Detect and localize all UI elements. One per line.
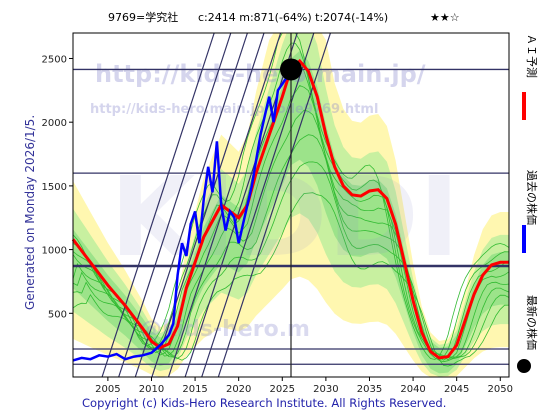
ai-forecast-line — [71, 58, 509, 360]
y-tick-label: 500 — [48, 309, 67, 320]
rating-stars: ★★☆ — [430, 11, 460, 24]
x-tick-label: 2025 — [270, 384, 295, 395]
y-tick-label: 2000 — [42, 118, 67, 129]
legend-ai-label: ＡＩ予測 — [525, 34, 539, 78]
legend-latest-swatch — [517, 359, 531, 373]
x-tick-label: 2050 — [488, 384, 513, 395]
x-tick-label: 2015 — [182, 384, 207, 395]
x-tick-label: 2045 — [444, 384, 469, 395]
y-axis: 500 1000 1500 2000 2500 — [42, 54, 73, 320]
latest-price-dot — [280, 58, 302, 81]
channel-line — [151, 32, 265, 378]
watermark-page: http://kids-hero.main.jp/code9769.html — [90, 102, 378, 117]
copyright: Copyright (c) Kids-Hero Research Institu… — [82, 396, 446, 410]
y-tick-label: 1500 — [42, 182, 67, 193]
watermark-url: http://kids-hero.main.jp/ — [95, 60, 426, 88]
price-line — [72, 68, 293, 362]
x-tick-label: 2035 — [357, 384, 382, 395]
plot-frame — [72, 32, 510, 378]
x-tick-label: 2010 — [139, 384, 164, 395]
channel-line — [217, 32, 332, 378]
channel-line — [201, 32, 315, 378]
x-tick-label: 2030 — [313, 384, 338, 395]
channel-line — [167, 32, 282, 378]
y-tick-label: 1000 — [42, 246, 67, 257]
watermark-mid: @kids-hero.m — [140, 317, 310, 342]
generated-label: Generated on Monday 2026/1/5. — [23, 115, 37, 310]
chart-title: 9769=学究社 — [108, 10, 178, 24]
x-tick-label: 2020 — [226, 384, 251, 395]
x-tick-label: 2005 — [95, 384, 120, 395]
x-axis: 2005 2010 2015 2020 2025 2030 2035 2040 2045 2050 — [95, 377, 513, 395]
legend-past-label: 過去の株価 — [525, 170, 539, 225]
x-tick-label: 2040 — [400, 384, 425, 395]
legend: ＡＩ予測 過去の株価 最新の株価 — [517, 34, 539, 373]
chart-stats: c:2414 m:871(-64%) t:2074(-14%) — [198, 11, 388, 24]
channel-lines — [101, 32, 332, 378]
channel-line — [101, 32, 215, 378]
legend-latest-label: 最新の株価 — [525, 295, 539, 350]
channel-line — [134, 32, 248, 378]
y-tick-label: 2500 — [42, 54, 67, 65]
